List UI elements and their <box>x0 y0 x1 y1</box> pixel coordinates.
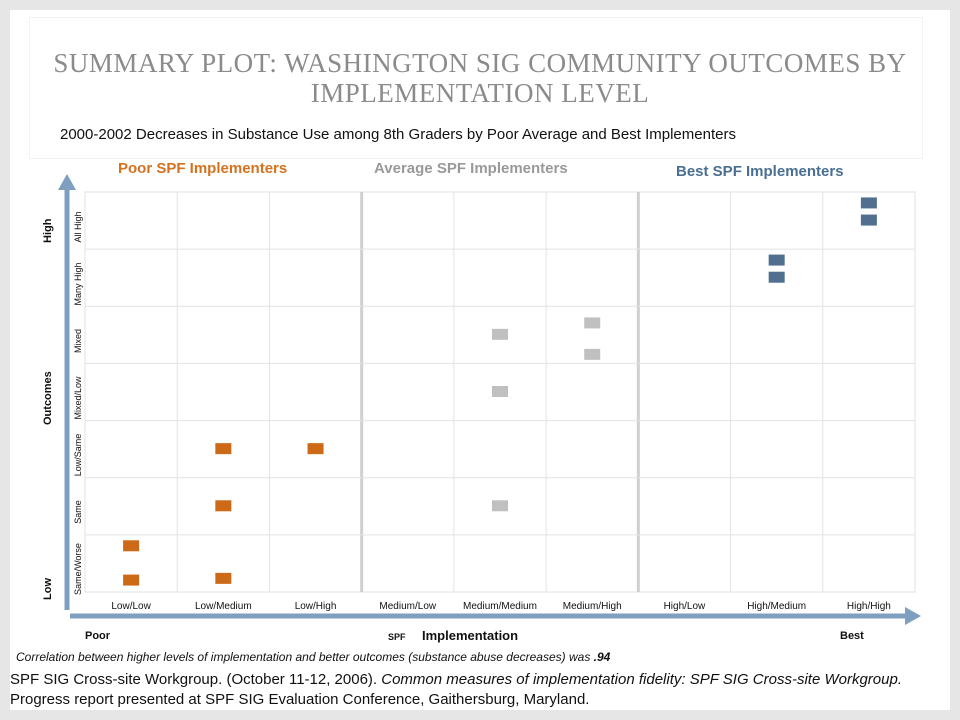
data-point-poor <box>215 572 232 584</box>
data-point-poor <box>123 574 140 586</box>
correlation-text: Correlation between higher levels of imp… <box>16 650 591 664</box>
data-point-average <box>492 386 508 397</box>
citation-part2: Progress report presented at SPF SIG Eva… <box>10 691 590 708</box>
x-tick-label: High/High <box>846 601 891 612</box>
data-point-average <box>492 500 508 512</box>
x-tick-label: High/Medium <box>747 601 807 612</box>
group-label-best: Best SPF Implementers <box>676 163 844 180</box>
data-point-poor <box>123 540 140 552</box>
x-tick-label: Low/Low <box>111 601 151 612</box>
x-axis-best-label: Best <box>840 630 864 642</box>
data-point-average <box>492 328 508 340</box>
citation-italic: Common measures of implementation fideli… <box>381 671 902 688</box>
x-tick-label: Medium/Medium <box>463 601 537 612</box>
correlation-value: .94 <box>593 650 611 664</box>
y-axis-title: Outcomes <box>42 371 54 425</box>
y-tick-label: Mixed/Low <box>73 376 83 420</box>
x-tick-label: Medium/Low <box>379 601 437 612</box>
y-tick-label: All High <box>73 211 83 243</box>
data-point-poor <box>215 443 232 455</box>
data-point-best <box>768 254 785 266</box>
x-axis-spf-label: SPF <box>388 632 406 642</box>
plot-axes <box>58 174 921 625</box>
y-tick-label: Many High <box>73 262 83 306</box>
x-axis-poor-label: Poor <box>85 630 111 642</box>
data-point-best <box>860 214 877 226</box>
data-point-average <box>584 317 601 329</box>
y-tick-label: Same/Worse <box>73 543 83 596</box>
citation: SPF SIG Cross-site Workgroup. (October 1… <box>10 670 940 710</box>
data-point-poor <box>215 500 232 512</box>
y-axis-low-label: Low <box>42 578 54 600</box>
data-point-best <box>768 271 785 283</box>
y-axis-arrowhead <box>58 174 76 190</box>
data-point-average <box>584 348 601 360</box>
data-point-best <box>860 197 877 209</box>
chart-subtitle: 2000-2002 Decreases in Substance Use amo… <box>60 126 736 143</box>
x-tick-label: Low/Medium <box>194 601 252 612</box>
x-tick-label: High/Low <box>663 601 706 612</box>
correlation-note: Correlation between higher levels of imp… <box>16 650 610 664</box>
x-axis-title: Implementation <box>422 628 519 643</box>
data-points <box>123 197 877 586</box>
slide-title: SUMMARY PLOT: WASHINGTON SIG COMMUNITY O… <box>53 48 907 108</box>
title-box <box>30 18 922 158</box>
data-point-poor <box>307 443 324 455</box>
y-tick-label: Same <box>73 500 83 525</box>
y-axis-high-label: High <box>42 218 54 243</box>
x-axis-arrowhead <box>905 607 921 625</box>
group-label-average: Average SPF Implementers <box>374 160 568 177</box>
x-tick-label: Low/High <box>294 601 337 612</box>
y-tick-label: Mixed <box>73 328 83 353</box>
y-tick-label: Low/Same <box>73 433 83 477</box>
group-label-poor: Poor SPF Implementers <box>118 160 288 177</box>
citation-part1: SPF SIG Cross-site Workgroup. (October 1… <box>10 671 382 688</box>
x-tick-label: Medium/High <box>562 601 622 612</box>
